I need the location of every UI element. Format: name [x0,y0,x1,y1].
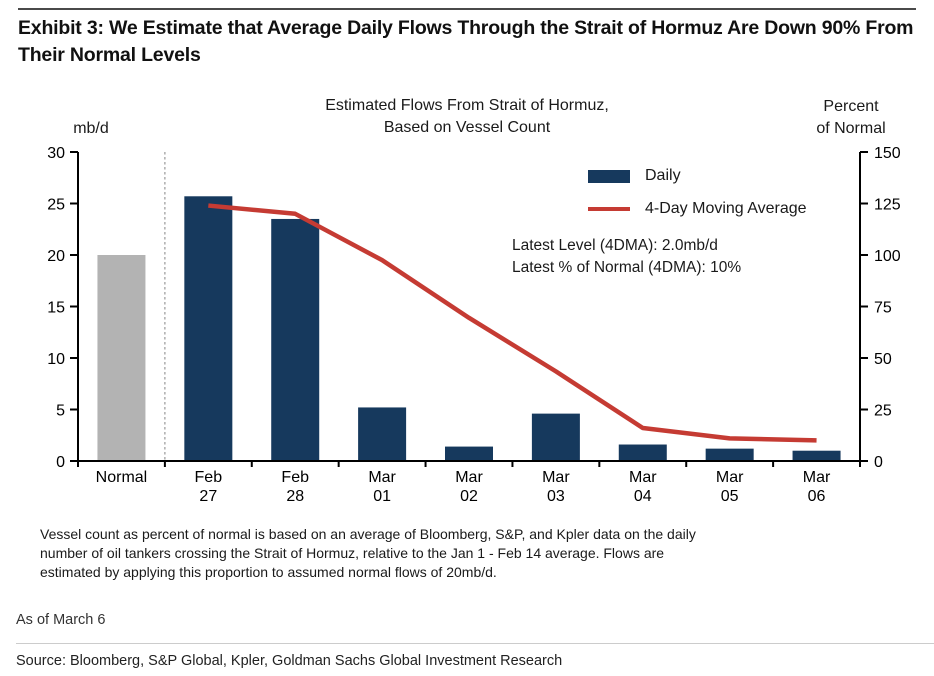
annotation-line2: Latest % of Normal (4DMA): 10% [512,258,742,276]
x-category-label: 27 [199,488,217,505]
right-axis-tick-label: 25 [874,403,892,420]
right-axis-tick-label: 0 [874,454,883,471]
x-category-label: 28 [286,488,304,505]
right-axis-tick-label: 100 [874,248,901,265]
moving-average-line [208,203,817,443]
chart-area: Estimated Flows From Strait of Hormuz, B… [0,90,934,520]
daily-bar [445,446,493,461]
x-category-label: Mar [629,469,657,486]
legend-row-daily: Daily [588,166,807,186]
right-axis-unit-line1: Percent [823,98,879,115]
left-axis-tick-label: 20 [47,248,65,265]
daily-bar [184,196,233,461]
chart-legend: Daily 4-Day Moving Average [588,166,807,232]
x-category-label: 05 [721,488,739,505]
daily-bar [531,413,580,461]
chart-title: Estimated Flows From Strait of Hormuz, B… [160,95,774,139]
exhibit-title: Exhibit 3: We Estimate that Average Dail… [18,17,914,66]
chart-title-line2: Based on Vessel Count [383,119,551,136]
x-category-label: 06 [808,488,826,505]
daily-bar [97,255,146,461]
right-axis-tick-label: 125 [874,197,901,214]
legend-daily-label: Daily [645,167,681,184]
x-category-label: 03 [547,488,565,505]
legend-4dma-label: 4-Day Moving Average [645,200,807,217]
footnote-line3: estimated by applying this proportion to… [40,564,497,580]
chart-footnote: Vessel count as percent of normal is bas… [40,525,696,582]
left-axis-tick-label: 0 [56,454,65,471]
latest-level-annotation: Latest Level (4DMA): 2.0mb/d Latest % of… [512,235,741,278]
x-category-label: 01 [373,488,391,505]
daily-bar [705,448,754,461]
right-axis-unit-line2: of Normal [816,120,886,137]
left-axis-tick-label: 30 [47,145,65,162]
chart-title-line1: Estimated Flows From Strait of Hormuz, [325,97,609,114]
right-axis-tick-label: 50 [874,351,892,368]
annotation-line1: Latest Level (4DMA): 2.0mb/d [512,237,718,254]
daily-bar [792,450,841,461]
top-rule [18,8,916,10]
daily-bar [358,407,407,461]
right-axis-unit-label: Percent of Normal [804,96,898,140]
x-category-label: Mar [455,469,483,486]
x-category-label: Feb [195,469,223,486]
x-category-label: Mar [716,469,744,486]
x-category-label: Feb [281,469,309,486]
left-axis-unit-label: mb/d [73,120,109,137]
legend-daily-bar-swatch [588,169,630,183]
x-category-label: Mar [542,469,570,486]
left-axis-tick-label: 10 [47,351,65,368]
source-line: Source: Bloomberg, S&P Global, Kpler, Go… [16,653,563,669]
x-category-label: Mar [803,469,831,486]
x-category-label: Normal [96,469,148,486]
daily-bar [271,218,320,461]
left-axis-tick-label: 25 [47,197,65,214]
footnote-line2: number of oil tankers crossing the Strai… [40,545,665,561]
footnote-line1: Vessel count as percent of normal is bas… [40,526,696,542]
legend-row-4dma: 4-Day Moving Average [588,199,807,219]
source-divider [16,643,934,644]
right-axis-tick-label: 150 [874,145,901,162]
left-axis-tick-label: 5 [56,403,65,420]
as-of-date: As of March 6 [16,612,106,628]
x-category-label: 02 [460,488,478,505]
legend-4dma-line-swatch [588,207,630,211]
right-axis-tick-label: 75 [874,300,892,317]
x-category-label: 04 [634,488,652,505]
daily-bar [618,444,667,461]
left-axis-tick-label: 15 [47,300,65,317]
x-category-label: Mar [368,469,396,486]
